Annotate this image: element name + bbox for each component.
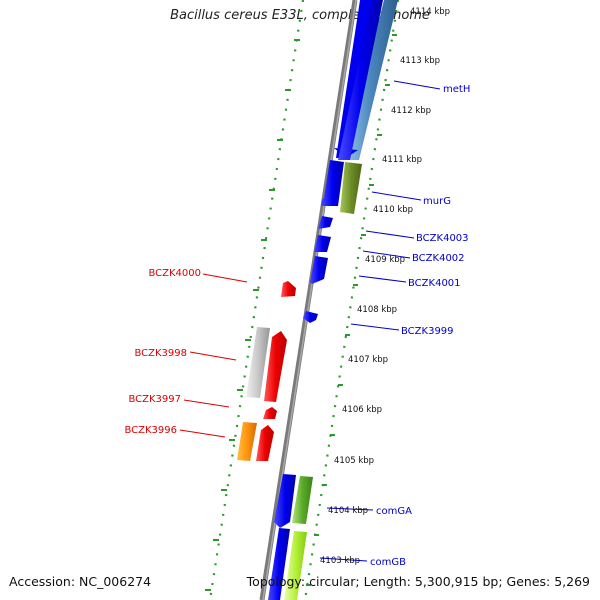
scale-label: 4113 kbp — [400, 56, 440, 66]
gene-feature-comGB[interactable] — [268, 528, 307, 600]
scale-ruler-inner — [208, 0, 305, 600]
gene-label-BCZK4001[interactable]: BCZK4001 — [408, 278, 461, 289]
gene-label-BCZK3997[interactable]: BCZK3997 — [128, 394, 181, 405]
reverse-label-leaders — [179, 273, 248, 438]
scale-label: 4104 kbp — [328, 506, 368, 516]
gene-label-BCZK3996[interactable]: BCZK3996 — [124, 425, 177, 436]
gene-label-BCZK4003[interactable]: BCZK4003 — [416, 233, 469, 244]
gene-feature-BCZK3996-orange[interactable] — [237, 422, 257, 461]
scale-label: 4111 kbp — [382, 155, 422, 165]
scale-label: 4107 kbp — [348, 355, 388, 365]
gene-feature-BCZK4003[interactable] — [318, 216, 333, 229]
gene-label-BCZK3998[interactable]: BCZK3998 — [134, 348, 187, 359]
scale-label: 4110 kbp — [373, 205, 413, 215]
gene-label-comGB[interactable]: comGB — [370, 557, 406, 568]
gene-feature-BCZK3997[interactable] — [263, 407, 277, 419]
scale-label: 4103 kbp — [320, 556, 360, 566]
gene-label-murG[interactable]: murG — [423, 196, 451, 207]
gene-feature-BCZK4000[interactable] — [281, 281, 296, 297]
gene-feature-BCZK3999[interactable] — [303, 311, 318, 323]
gene-feature-blue-arrow-1[interactable] — [321, 160, 344, 206]
scale-label: 4106 kbp — [342, 405, 382, 415]
gene-feature-BCZK3998-gray[interactable] — [246, 327, 270, 398]
scale-ruler-outer — [303, 0, 400, 600]
gene-feature-BCZK4002[interactable] — [314, 235, 331, 252]
gene-label-metH[interactable]: metH — [443, 84, 470, 95]
forward-label-leaders — [319, 80, 441, 562]
gene-feature-BCZK3998[interactable] — [264, 331, 287, 402]
genome-summary-text: Topology: circular; Length: 5,300,915 bp… — [246, 574, 590, 589]
gene-feature-BCZK3996[interactable] — [256, 425, 274, 461]
gene-feature-comGA[interactable] — [274, 474, 313, 528]
genome-backbone — [259, 0, 358, 600]
scale-label: 4105 kbp — [334, 456, 374, 466]
scale-label: 4109 kbp — [365, 255, 405, 265]
gene-label-BCZK4002[interactable]: BCZK4002 — [412, 253, 465, 264]
scale-label: 4114 kbp — [410, 7, 450, 17]
gene-feature-murG[interactable] — [340, 162, 362, 214]
gene-label-BCZK4000[interactable]: BCZK4000 — [148, 268, 201, 279]
gene-label-BCZK3999[interactable]: BCZK3999 — [401, 326, 454, 337]
accession-text: Accession: NC_006274 — [9, 574, 152, 589]
gene-feature-metH-blue[interactable] — [338, 0, 383, 160]
inner-ruler-ticks — [205, 39, 300, 591]
gene-label-comGA[interactable]: comGA — [376, 506, 412, 517]
scale-label: 4112 kbp — [391, 106, 431, 116]
outer-ruler-minor-ticks — [306, 34, 397, 586]
gene-feature-BCZK4001[interactable] — [310, 256, 328, 284]
scale-label: 4108 kbp — [357, 305, 397, 315]
